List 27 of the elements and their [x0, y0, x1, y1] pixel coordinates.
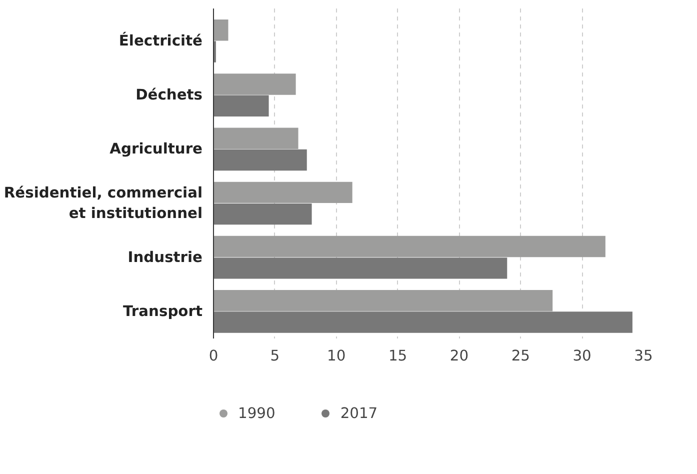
bar	[214, 312, 632, 333]
x-tick-label: 30	[572, 348, 592, 364]
y-tick-label: Résidentiel, commercial et institutionnel	[4, 184, 203, 222]
x-tick-label: 10	[327, 348, 346, 364]
x-tick-label: 5	[270, 348, 280, 364]
bar	[214, 290, 553, 312]
legend-label: 2017	[340, 404, 378, 422]
y-tick-label: Électricité	[118, 31, 203, 50]
x-tick-label: 0	[208, 348, 218, 364]
bar	[214, 20, 228, 41]
x-tick-label: 15	[388, 348, 408, 364]
legend-label: 1990	[238, 404, 276, 422]
y-tick-label: Agriculture	[110, 140, 203, 158]
x-tick-label: 35	[634, 348, 653, 364]
bar	[214, 149, 307, 171]
bar	[214, 74, 296, 95]
y-tick-label: Transport	[123, 302, 203, 320]
y-tick-label: Industrie	[128, 248, 203, 266]
bar	[214, 236, 606, 258]
x-tick-label: 20	[450, 348, 469, 364]
bar	[214, 258, 508, 279]
bar	[214, 182, 352, 204]
bar	[214, 128, 298, 149]
bar	[214, 203, 312, 225]
y-tick-label: Déchets	[136, 86, 203, 104]
bar	[214, 95, 269, 116]
x-tick-label: 25	[511, 348, 530, 364]
